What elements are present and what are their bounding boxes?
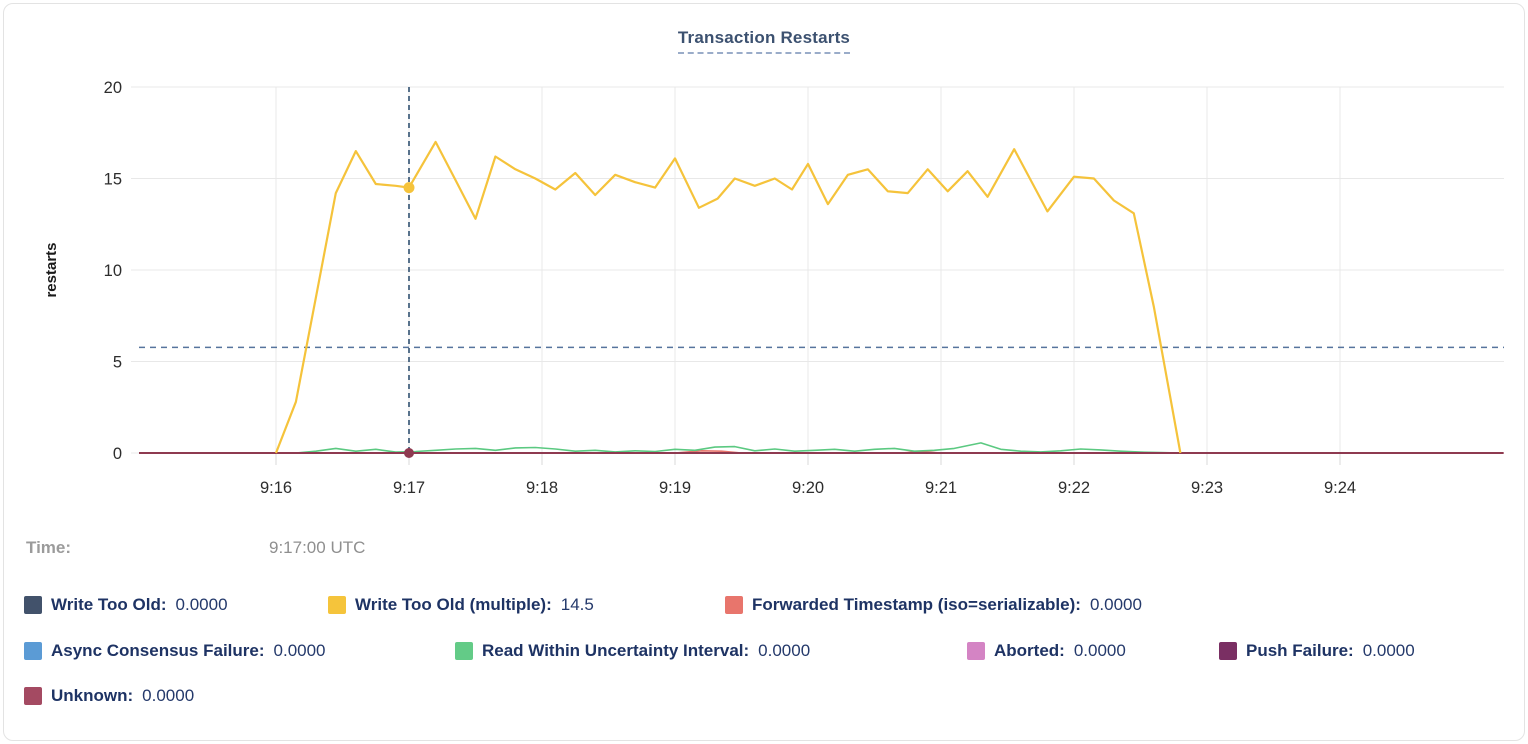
chart-title[interactable]: Transaction Restarts xyxy=(677,28,851,54)
x-tick-label: 9:24 xyxy=(1324,479,1356,497)
legend-value: 0.0000 xyxy=(142,686,195,705)
legend-value: 14.5 xyxy=(560,595,594,614)
legend-value: 0.0000 xyxy=(1089,595,1142,614)
x-tick-label: 9:22 xyxy=(1058,479,1090,497)
legend-item-read-within-uncertainty-interval: Read Within Uncertainty Interval: 0.0000 xyxy=(455,641,967,661)
legend-row-3: Unknown: 0.0000 xyxy=(24,683,1514,709)
legend-label: Push Failure: xyxy=(1246,641,1354,660)
legend-item-async-consensus-failure: Async Consensus Failure: 0.0000 xyxy=(24,641,455,661)
legend-row-1: Write Too Old: 0.0000 Write Too Old (multi… xyxy=(24,592,1514,618)
hover-dot-write-too-old-multiple xyxy=(403,182,415,194)
tooltip-time-label: Time: xyxy=(26,538,72,557)
x-tick-label: 9:23 xyxy=(1191,479,1223,497)
y-tick-label: 20 xyxy=(104,79,122,97)
x-tick-label: 9:21 xyxy=(925,479,957,497)
legend-label: Async Consensus Failure: xyxy=(51,641,265,660)
y-tick-label: 5 xyxy=(113,354,122,372)
legend-item-unknown: Unknown: 0.0000 xyxy=(24,686,194,706)
legend-swatch-write-too-old-multiple xyxy=(328,596,346,614)
legend-item-aborted: Aborted: 0.0000 xyxy=(967,641,1219,661)
y-tick-label: 10 xyxy=(104,262,122,280)
y-tick-label: 15 xyxy=(104,171,122,189)
legend-label: Forwarded Timestamp (iso=serializable): xyxy=(752,595,1081,614)
legend-item-push-failure: Push Failure: 0.0000 xyxy=(1219,641,1415,661)
legend-swatch-read-within-uncertainty-interval xyxy=(455,642,473,660)
legend-swatch-async-consensus-failure xyxy=(24,642,42,660)
transaction-restarts-chart[interactable]: 0 5 10 15 20 9:16 9:17 9:18 9:19 9:20 9:21 9:22 9:23… xyxy=(4,4,1528,509)
y-tick-label: 0 xyxy=(113,445,122,463)
x-tick-label: 9:18 xyxy=(526,479,558,497)
chart-title-wrap: Transaction Restarts xyxy=(4,28,1524,54)
x-tick-label: 9:17 xyxy=(393,479,425,497)
legend-swatch-push-failure xyxy=(1219,642,1237,660)
legend-value: 0.0000 xyxy=(273,641,326,660)
legend-label: Write Too Old (multiple): xyxy=(355,595,552,614)
chart-card: Transaction Restarts 0 5 10 15 20 9:16 9:17 9:1… xyxy=(3,3,1525,741)
legend-value: 0.0000 xyxy=(1073,641,1126,660)
legend-swatch-unknown xyxy=(24,687,42,705)
tooltip-time-value: 9:17:00 UTC xyxy=(269,538,366,557)
legend-swatch-aborted xyxy=(967,642,985,660)
tooltip-time-row: Time: 9:17:00 UTC xyxy=(26,538,365,562)
legend-label: Unknown: xyxy=(51,686,134,705)
legend-swatch-forwarded-timestamp-iso-serializable xyxy=(725,596,743,614)
legend-value: 0.0000 xyxy=(1362,641,1415,660)
hover-dot-unknown xyxy=(404,448,414,458)
legend-label: Write Too Old: xyxy=(51,595,167,614)
legend-label: Read Within Uncertainty Interval: xyxy=(482,641,750,660)
x-tick-label: 9:20 xyxy=(792,479,824,497)
legend-item-write-too-old-multiple: Write Too Old (multiple): 14.5 xyxy=(328,595,725,615)
legend-label: Aborted: xyxy=(994,641,1065,660)
x-tick-label: 9:19 xyxy=(659,479,691,497)
legend-swatch-write-too-old xyxy=(24,596,42,614)
series-line-read-within-uncertainty-interval xyxy=(295,442,1181,454)
y-axis-title: restarts xyxy=(43,242,60,297)
x-tick-label: 9:16 xyxy=(260,479,292,497)
legend-value: 0.0000 xyxy=(175,595,228,614)
legend-value: 0.0000 xyxy=(758,641,811,660)
legend-item-forwarded-timestamp-iso-serializable: Forwarded Timestamp (iso=serializable): 0… xyxy=(725,595,1142,615)
series-line-write-too-old-multiple xyxy=(274,140,1182,454)
legend-row-2: Async Consensus Failure: 0.0000 Read Withi… xyxy=(24,638,1514,664)
legend-item-write-too-old: Write Too Old: 0.0000 xyxy=(24,595,328,615)
